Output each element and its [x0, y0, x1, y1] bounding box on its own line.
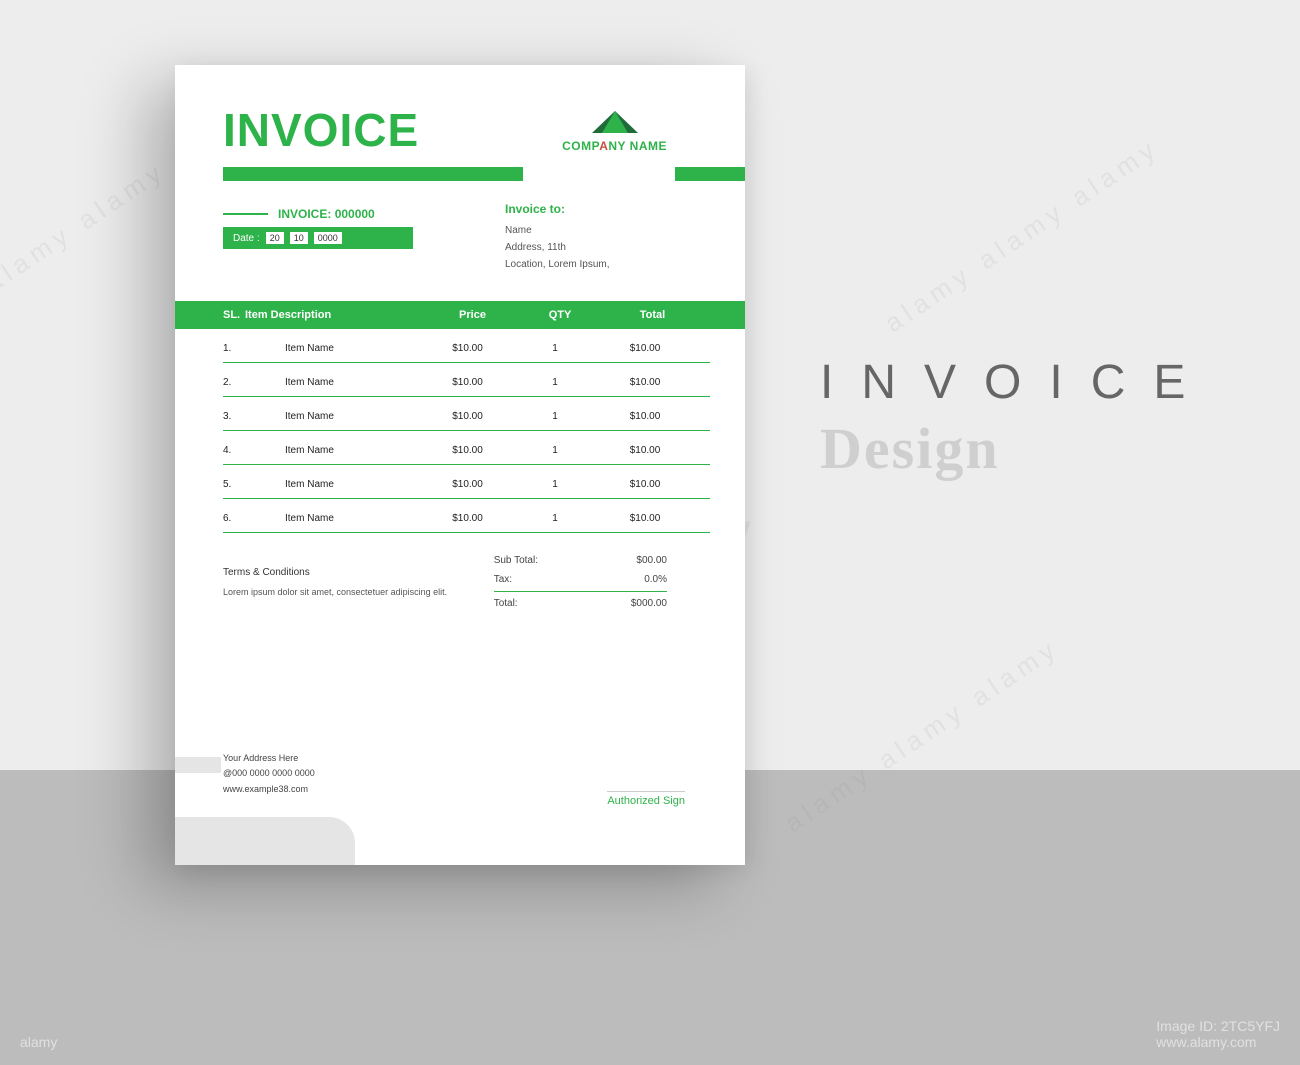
- table-row: 5.Item Name$10.001$10.00: [223, 465, 710, 499]
- invoice-to-location: Location, Lorem Ipsum,: [505, 256, 610, 273]
- cell-desc: Item Name: [245, 479, 420, 490]
- cell-price: $10.00: [420, 479, 515, 490]
- col-total: Total: [600, 309, 705, 321]
- invoice-number-value: 000000: [335, 207, 375, 221]
- totals-section: Terms & Conditions Lorem ipsum dolor sit…: [175, 533, 745, 613]
- tax-value: 0.0%: [644, 574, 667, 585]
- date-label: Date :: [233, 233, 260, 244]
- table-row: 2.Item Name$10.001$10.00: [223, 363, 710, 397]
- invoice-number-label: INVOICE:: [278, 207, 331, 221]
- total-label: Total:: [494, 598, 518, 609]
- cell-qty: 1: [515, 411, 595, 422]
- table-row: 1.Item Name$10.001$10.00: [223, 329, 710, 363]
- cell-price: $10.00: [420, 377, 515, 388]
- company-name: COMPANY NAME: [562, 139, 667, 153]
- cell-qty: 1: [515, 343, 595, 354]
- total-value: $000.00: [631, 598, 667, 609]
- cell-price: $10.00: [420, 343, 515, 354]
- watermark-bottom-right: Image ID: 2TC5YFJ www.alamy.com: [1156, 1018, 1280, 1050]
- totals-rule: [494, 591, 667, 592]
- col-desc: Item Description: [245, 309, 425, 321]
- header-bar-right: [675, 167, 745, 181]
- invoice-number-line: INVOICE: 000000: [223, 207, 697, 221]
- footer-address-line1: Your Address Here: [223, 751, 315, 766]
- date-month: 10: [290, 232, 308, 244]
- invoice-header: INVOICE COMPANY NAME: [175, 65, 745, 181]
- cell-sl: 3.: [223, 411, 245, 422]
- tax-label: Tax:: [494, 574, 512, 585]
- col-price: Price: [425, 309, 520, 321]
- terms-title: Terms & Conditions: [223, 565, 484, 581]
- cell-desc: Item Name: [245, 445, 420, 456]
- cell-sl: 6.: [223, 513, 245, 524]
- cell-qty: 1: [515, 513, 595, 524]
- date-day: 20: [266, 232, 284, 244]
- table-row: 6.Item Name$10.001$10.00: [223, 499, 710, 533]
- invoice-to-title: Invoice to:: [505, 199, 610, 219]
- items-table: SL. Item Description Price QTY Total 1.I…: [175, 301, 745, 533]
- company-logo-block: COMPANY NAME: [562, 109, 667, 153]
- invoice-date-bar: Date : 20 10 0000: [223, 227, 413, 249]
- cell-desc: Item Name: [245, 377, 420, 388]
- table-row: 3.Item Name$10.001$10.00: [223, 397, 710, 431]
- table-body: 1.Item Name$10.001$10.002.Item Name$10.0…: [175, 329, 745, 533]
- cell-qty: 1: [515, 377, 595, 388]
- promo-title: INVOICE: [820, 355, 1213, 410]
- invoice-to-block: Invoice to: Name Address, 11th Location,…: [505, 199, 610, 273]
- cell-price: $10.00: [420, 513, 515, 524]
- invoice-number-rule: [223, 213, 268, 215]
- company-name-accent: A: [599, 139, 608, 153]
- cell-total: $10.00: [595, 343, 695, 354]
- watermark-id: Image ID: 2TC5YFJ: [1156, 1018, 1280, 1034]
- triangle-logo-icon: [590, 109, 640, 135]
- cell-desc: Item Name: [245, 343, 420, 354]
- watermark-site: www.alamy.com: [1156, 1034, 1256, 1050]
- col-sl: SL.: [175, 309, 245, 321]
- subtotal-label: Sub Total:: [494, 555, 538, 566]
- cell-price: $10.00: [420, 411, 515, 422]
- footer-tab: [175, 817, 355, 865]
- subtotal-value: $00.00: [636, 555, 667, 566]
- cell-sl: 2.: [223, 377, 245, 388]
- authorized-sign: Authorized Sign: [607, 791, 685, 807]
- invoice-number: INVOICE: 000000: [278, 207, 375, 221]
- terms-block: Terms & Conditions Lorem ipsum dolor sit…: [223, 551, 484, 613]
- cell-desc: Item Name: [245, 513, 420, 524]
- cell-desc: Item Name: [245, 411, 420, 422]
- table-row: 4.Item Name$10.001$10.00: [223, 431, 710, 465]
- cell-price: $10.00: [420, 445, 515, 456]
- subtotal-row: Sub Total: $00.00: [484, 551, 697, 570]
- cell-total: $10.00: [595, 479, 695, 490]
- company-name-post: NY NAME: [608, 139, 667, 153]
- cell-qty: 1: [515, 479, 595, 490]
- cell-total: $10.00: [595, 411, 695, 422]
- header-bar-left: [223, 167, 523, 181]
- table-header: SL. Item Description Price QTY Total: [175, 301, 745, 329]
- invoice-page: INVOICE COMPANY NAME INVOICE: 000000 Dat…: [175, 65, 745, 865]
- cell-sl: 4.: [223, 445, 245, 456]
- cell-sl: 5.: [223, 479, 245, 490]
- cell-total: $10.00: [595, 513, 695, 524]
- watermark-bottom-left: alamy: [20, 1034, 57, 1050]
- footer-address-line2: @000 0000 0000 0000: [223, 766, 315, 781]
- invoice-to-address: Address, 11th: [505, 239, 610, 256]
- totals-block: Sub Total: $00.00 Tax: 0.0% Total: $000.…: [484, 551, 697, 613]
- promo-subtitle: Design: [820, 415, 1000, 482]
- footer-accent-block: [175, 757, 221, 773]
- date-year: 0000: [314, 232, 342, 244]
- cell-total: $10.00: [595, 445, 695, 456]
- company-name-pre: COMP: [562, 139, 599, 153]
- invoice-meta: INVOICE: 000000 Date : 20 10 0000 Invoic…: [175, 181, 745, 291]
- footer-address: Your Address Here @000 0000 0000 0000 ww…: [223, 751, 315, 797]
- total-row: Total: $000.00: [484, 594, 697, 613]
- footer-address-line3: www.example38.com: [223, 782, 315, 797]
- terms-body: Lorem ipsum dolor sit amet, consectetuer…: [223, 585, 484, 599]
- tax-row: Tax: 0.0%: [484, 570, 697, 589]
- col-qty: QTY: [520, 309, 600, 321]
- cell-qty: 1: [515, 445, 595, 456]
- cell-sl: 1.: [223, 343, 245, 354]
- invoice-to-name: Name: [505, 222, 610, 239]
- cell-total: $10.00: [595, 377, 695, 388]
